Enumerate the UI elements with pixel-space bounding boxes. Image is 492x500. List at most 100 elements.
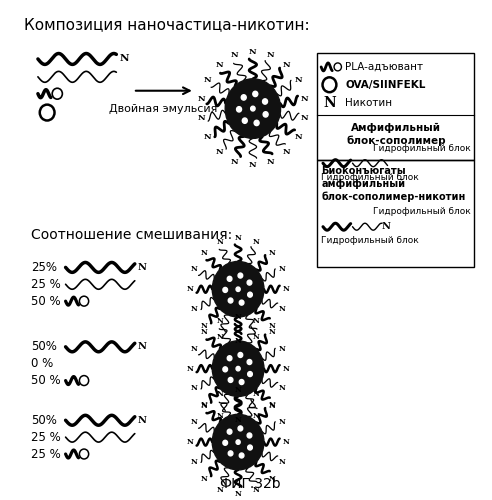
Circle shape: [212, 414, 264, 470]
Text: N: N: [253, 486, 260, 494]
Text: N: N: [190, 458, 197, 466]
Text: N: N: [216, 333, 223, 341]
Text: N: N: [190, 266, 197, 274]
Text: OVA/SIINFEKL: OVA/SIINFEKL: [345, 80, 426, 90]
Text: 50%: 50%: [31, 414, 58, 427]
Text: N: N: [190, 418, 197, 426]
Text: N: N: [283, 61, 290, 69]
Text: N: N: [231, 52, 239, 60]
Text: N: N: [216, 238, 223, 246]
Text: N: N: [138, 263, 147, 272]
Circle shape: [223, 440, 227, 446]
Text: N: N: [269, 328, 276, 336]
Text: N: N: [215, 148, 223, 156]
Text: N: N: [216, 390, 223, 398]
Text: 25 %: 25 %: [31, 448, 61, 460]
Circle shape: [228, 451, 233, 456]
Text: 25%: 25%: [31, 261, 58, 274]
Text: N: N: [267, 52, 275, 60]
Text: N: N: [201, 322, 208, 330]
Circle shape: [212, 341, 264, 396]
Text: Амфифильный
блок-сополимер: Амфифильный блок-сополимер: [346, 122, 446, 146]
Circle shape: [250, 106, 255, 111]
Text: N: N: [216, 486, 223, 494]
Text: N: N: [295, 76, 302, 84]
Text: N: N: [231, 158, 239, 166]
Text: N: N: [215, 61, 223, 69]
Text: N: N: [235, 490, 242, 498]
Text: N: N: [235, 386, 242, 394]
Text: Гидрофильный блок: Гидрофильный блок: [321, 236, 419, 245]
Circle shape: [212, 262, 264, 317]
Text: Биоконъюгаты
амфифильный
блок-сополимер-никотин: Биоконъюгаты амфифильный блок-сополимер-…: [321, 166, 465, 202]
Text: N: N: [201, 474, 208, 482]
Text: N: N: [282, 364, 289, 372]
Text: N: N: [279, 458, 286, 466]
Text: N: N: [279, 266, 286, 274]
Text: N: N: [190, 305, 197, 313]
Text: N: N: [186, 285, 193, 293]
Circle shape: [239, 453, 244, 458]
Circle shape: [247, 372, 252, 376]
Circle shape: [236, 366, 240, 371]
Circle shape: [242, 118, 247, 124]
Text: N: N: [279, 305, 286, 313]
Text: N: N: [197, 114, 205, 122]
Text: N: N: [204, 76, 211, 84]
Text: N: N: [269, 248, 276, 256]
Circle shape: [247, 433, 252, 438]
Text: N: N: [186, 438, 193, 446]
Text: ФИГ.32b: ФИГ.32b: [219, 476, 281, 490]
Text: 50%: 50%: [31, 340, 58, 353]
Text: N: N: [186, 364, 193, 372]
Text: N: N: [301, 114, 308, 122]
Circle shape: [254, 120, 259, 126]
Text: 50 %: 50 %: [31, 374, 61, 387]
Text: Никотин: Никотин: [345, 98, 392, 108]
Text: Гидрофильный блок: Гидрофильный блок: [373, 144, 471, 153]
Text: N: N: [282, 438, 289, 446]
Circle shape: [263, 112, 268, 117]
Circle shape: [247, 280, 252, 285]
Circle shape: [239, 300, 244, 305]
Text: N: N: [249, 161, 257, 169]
Text: N: N: [235, 416, 242, 424]
Circle shape: [227, 356, 232, 360]
Text: N: N: [267, 158, 275, 166]
Circle shape: [227, 276, 232, 281]
Text: N: N: [253, 333, 260, 341]
Circle shape: [227, 429, 232, 434]
Circle shape: [253, 92, 258, 96]
Circle shape: [247, 360, 252, 364]
Text: N: N: [253, 412, 260, 420]
Text: N: N: [235, 337, 242, 345]
Text: N: N: [235, 234, 242, 241]
Text: N: N: [269, 402, 276, 409]
Text: Соотношение смешивания:: Соотношение смешивания:: [31, 228, 233, 241]
Text: N: N: [216, 412, 223, 420]
Circle shape: [225, 79, 280, 138]
Circle shape: [223, 288, 227, 292]
Circle shape: [237, 106, 242, 112]
Circle shape: [236, 287, 240, 292]
Circle shape: [238, 352, 243, 358]
Text: N: N: [138, 416, 147, 425]
Text: Композиция наночастица-никотин:: Композиция наночастица-никотин:: [24, 18, 310, 32]
Text: N: N: [279, 345, 286, 353]
Text: N: N: [201, 401, 208, 409]
Circle shape: [241, 94, 246, 100]
Text: Двойная эмульсия: Двойная эмульсия: [109, 104, 217, 114]
Text: N: N: [201, 328, 208, 336]
Circle shape: [247, 292, 252, 297]
Text: N: N: [204, 133, 211, 141]
Text: N: N: [253, 238, 260, 246]
Text: N: N: [323, 96, 336, 110]
Circle shape: [236, 440, 240, 444]
Text: N: N: [249, 48, 257, 56]
Text: N: N: [279, 384, 286, 392]
Circle shape: [247, 445, 252, 450]
Text: N: N: [138, 342, 147, 351]
Circle shape: [228, 378, 233, 382]
Text: N: N: [295, 133, 302, 141]
Circle shape: [263, 99, 268, 104]
